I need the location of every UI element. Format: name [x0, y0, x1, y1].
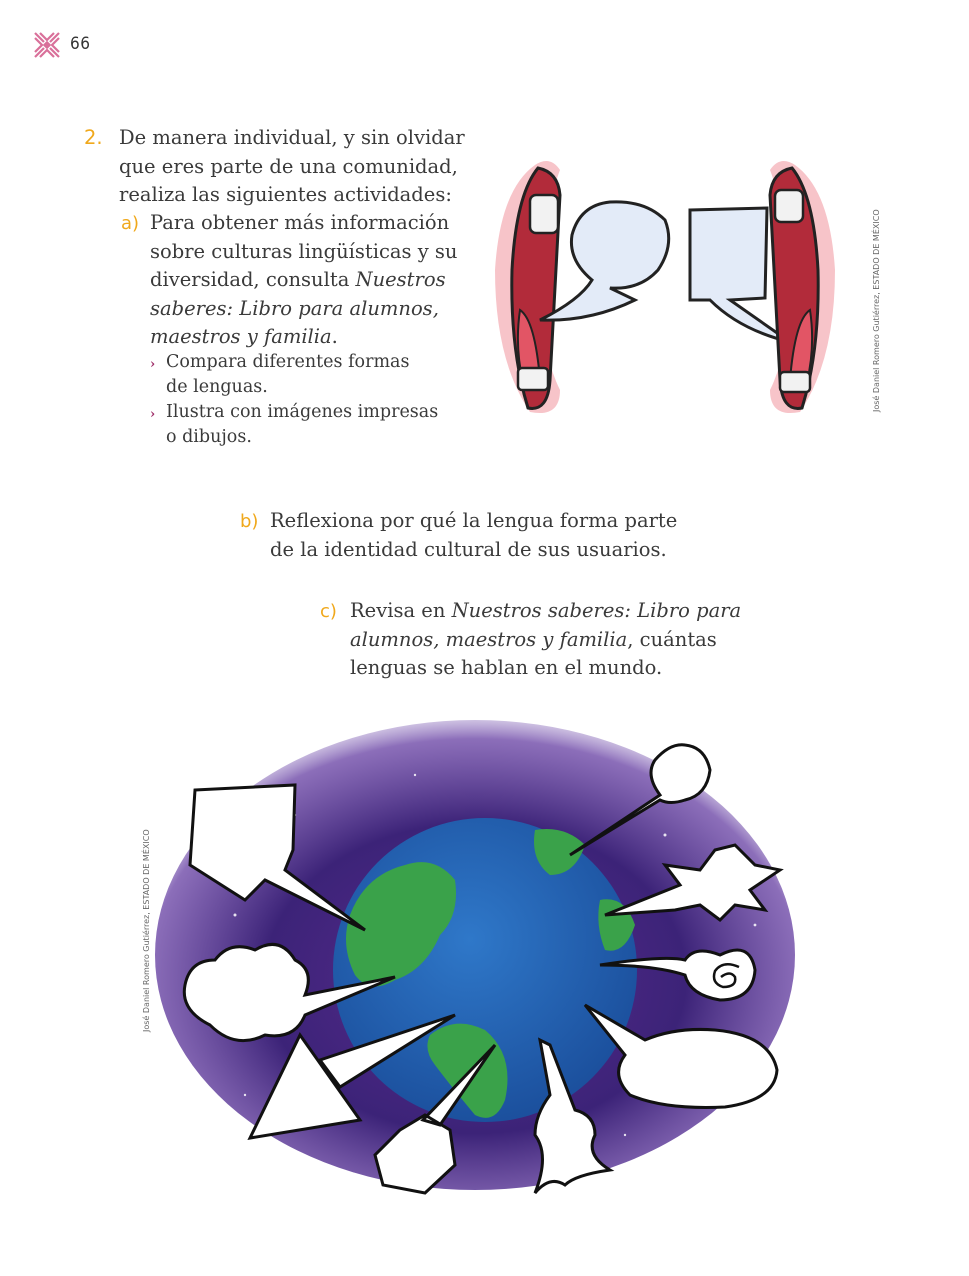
logo-icon — [34, 32, 60, 58]
chevron-right-icon: › — [150, 407, 156, 422]
globe-speech-bubbles-illustration — [155, 720, 795, 1195]
item-a-bullet-list: › Compara diferentes formas de lenguas. … — [150, 350, 470, 450]
mouths-credit: José Daniel Romero Gutiérrez, ESTADO DE … — [872, 209, 881, 412]
list-item: › Ilustra con imágenes impresas o dibujo… — [150, 402, 439, 447]
item-number: 2. — [84, 126, 103, 149]
item-c-text: Revisa en Nuestros saberes: Libro para a… — [350, 599, 742, 679]
item-a-text: Para obtener más información sobre cultu… — [150, 211, 458, 348]
item2-intro: De manera individual, y sin olvidar que … — [119, 126, 465, 206]
right-mouth-icon — [768, 161, 835, 414]
page-number: 66 — [70, 34, 91, 54]
globe-credit: José Daniel Romero Gutiérrez, ESTADO DE … — [142, 829, 151, 1032]
left-mouth-icon — [495, 161, 562, 414]
list-item: › Compara diferentes formas de lenguas. — [150, 352, 410, 397]
item-b-letter: b) — [240, 511, 259, 532]
item-c-letter: c) — [320, 601, 337, 622]
item-a-letter: a) — [121, 213, 140, 234]
talking-mouths-illustration — [495, 161, 835, 414]
chevron-right-icon: › — [150, 357, 156, 372]
item-b-text: Reflexiona por qué la lengua forma parte… — [270, 509, 678, 561]
